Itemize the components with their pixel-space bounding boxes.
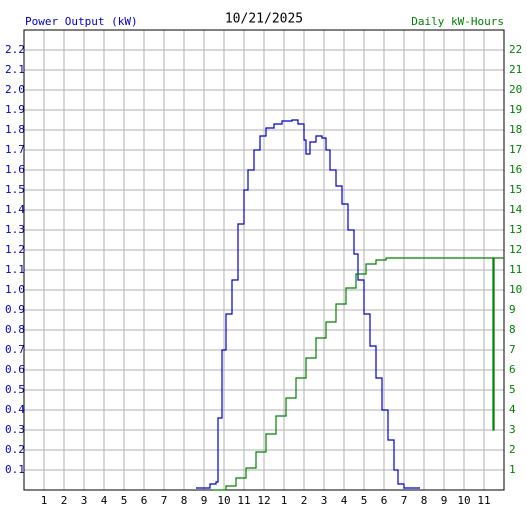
y-tick-label: 1.1: [5, 263, 25, 276]
y-tick-label: 2.2: [5, 43, 25, 56]
x-tick-label: 7: [161, 494, 168, 507]
y2-tick-label: 20: [509, 83, 522, 96]
y-tick-label: 1.7: [5, 143, 25, 156]
x-tick-label: 10: [217, 494, 230, 507]
y2-tick-label: 7: [509, 343, 516, 356]
chart-title: 10/21/2025: [225, 12, 303, 27]
x-tick-label: 6: [141, 494, 148, 507]
y-tick-label: 0.8: [5, 323, 25, 336]
x-tick-label: 11: [237, 494, 250, 507]
y2-tick-label: 14: [509, 203, 523, 216]
x-tick-label: 9: [441, 494, 448, 507]
y-tick-label: 0.5: [5, 383, 25, 396]
x-tick-label: 11: [477, 494, 490, 507]
y-tick-label: 0.2: [5, 443, 25, 456]
y2-tick-label: 21: [509, 63, 522, 76]
y2-tick-label: 9: [509, 303, 516, 316]
y2-tick-label: 5: [509, 383, 516, 396]
y-tick-label: 1.4: [5, 203, 25, 216]
y-tick-label: 1.9: [5, 103, 25, 116]
x-tick-label: 9: [201, 494, 208, 507]
x-tick-label: 5: [121, 494, 128, 507]
x-tick-label: 10: [457, 494, 470, 507]
y2-axis-label: Daily kW-Hours: [411, 15, 504, 28]
y2-tick-label: 13: [509, 223, 522, 236]
y-tick-label: 0.1: [5, 463, 25, 476]
x-tick-label: 6: [381, 494, 388, 507]
y2-tick-label: 17: [509, 143, 522, 156]
y-tick-label: 2.1: [5, 63, 25, 76]
x-tick-label: 8: [181, 494, 188, 507]
x-tick-label: 2: [301, 494, 308, 507]
y-tick-label: 0.6: [5, 363, 25, 376]
y-axis-label: Power Output (kW): [25, 15, 138, 28]
y-tick-label: 1.5: [5, 183, 25, 196]
y2-tick-label: 1: [509, 463, 516, 476]
x-tick-label: 3: [81, 494, 88, 507]
data-line: [212, 257, 504, 491]
y-tick-label: 1.2: [5, 243, 25, 256]
y2-tick-label: 18: [509, 123, 522, 136]
y2-tick-label: 2: [509, 443, 516, 456]
y-tick-label: 2.0: [5, 83, 25, 96]
x-tick-label: 7: [401, 494, 408, 507]
y2-tick-label: 15: [509, 183, 522, 196]
y-tick-label: 0.7: [5, 343, 25, 356]
x-tick-label: 1: [281, 494, 288, 507]
y2-tick-label: 16: [509, 163, 522, 176]
y-tick-label: 1.8: [5, 123, 25, 136]
y2-tick-label: 22: [509, 43, 522, 56]
plot-border: [23, 29, 505, 491]
y2-tick-label: 19: [509, 103, 522, 116]
y-tick-label: 0.3: [5, 423, 25, 436]
y2-tick-label: 11: [509, 263, 522, 276]
y-tick-label: 0.4: [5, 403, 25, 416]
x-tick-label: 4: [341, 494, 348, 507]
y2-tick-label: 4: [509, 403, 516, 416]
x-tick-label: 3: [321, 494, 328, 507]
y2-tick-label: 8: [509, 323, 516, 336]
y-tick-label: 1.0: [5, 283, 25, 296]
x-tick-label: 2: [61, 494, 68, 507]
y2-tick-label: 6: [509, 363, 516, 376]
x-tick-label: 5: [361, 494, 368, 507]
y2-tick-label: 3: [509, 423, 516, 436]
x-tick-label: 4: [101, 494, 108, 507]
y-tick-label: 0.9: [5, 303, 25, 316]
data-line: [196, 119, 420, 489]
x-tick-label: 8: [421, 494, 428, 507]
y2-tick-label: 10: [509, 283, 522, 296]
y-tick-label: 1.6: [5, 163, 25, 176]
x-tick-label: 1: [41, 494, 48, 507]
y-tick-label: 1.3: [5, 223, 25, 236]
y2-tick-label: 12: [509, 243, 522, 256]
x-tick-label: 12: [257, 494, 270, 507]
